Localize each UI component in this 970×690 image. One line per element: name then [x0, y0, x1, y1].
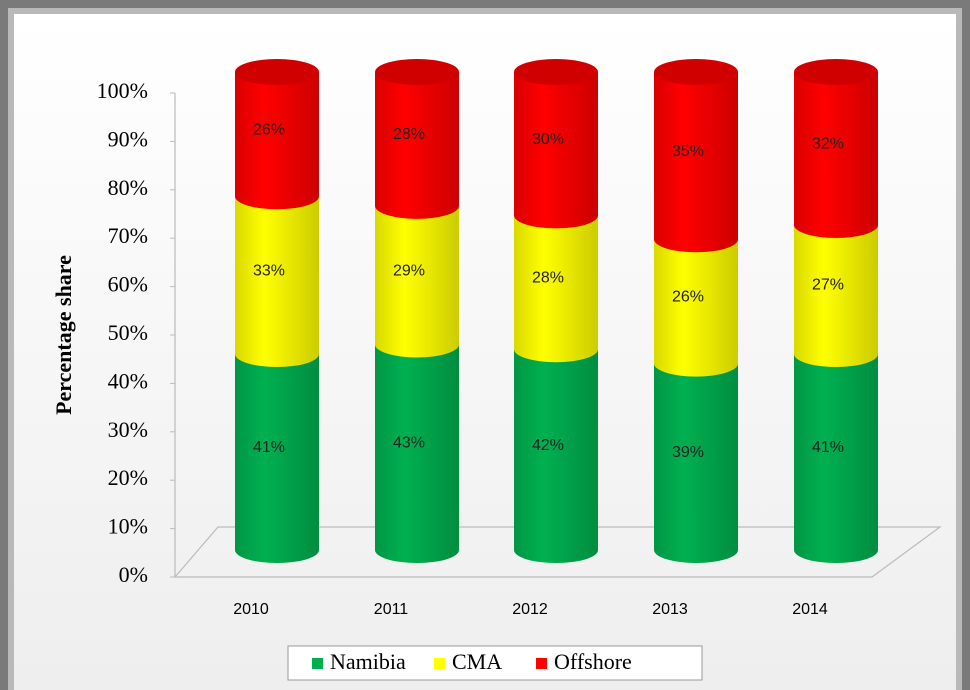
x-tick-label: 2012	[512, 601, 548, 618]
data-label: 30%	[532, 131, 564, 148]
y-tick-label: 0%	[119, 562, 148, 587]
y-tick-label: 60%	[108, 272, 148, 297]
cylinder-segment	[654, 239, 738, 377]
cylinder-segment	[375, 205, 459, 358]
floor	[173, 526, 942, 578]
legend	[287, 645, 703, 681]
cylinder-segment	[514, 215, 598, 363]
legend-swatch	[536, 658, 547, 669]
data-label: 32%	[812, 136, 844, 153]
y-axis-title: Percentage share	[51, 255, 76, 415]
legend-swatch	[312, 658, 323, 669]
y-tick-label: 80%	[108, 175, 148, 200]
cylinder-cap	[235, 59, 319, 85]
y-tick-label: 50%	[108, 320, 148, 345]
cylinder-segment	[235, 72, 319, 210]
cylinder-segment	[235, 196, 319, 368]
cylinder-segment	[514, 72, 598, 229]
cylinder-segment	[375, 72, 459, 219]
x-tick-label: 2011	[374, 601, 409, 618]
y-tick-label: 20%	[108, 465, 148, 490]
x-tick-label: 2013	[652, 601, 688, 618]
data-label: 41%	[253, 439, 285, 456]
cylinder-segment	[514, 349, 598, 563]
cylinder-cap	[375, 59, 459, 85]
data-label: 33%	[253, 262, 285, 279]
data-label: 39%	[672, 444, 704, 461]
y-tick-label: 90%	[108, 126, 148, 151]
x-tick-label: 2010	[233, 601, 269, 618]
y-tick-label: 10%	[108, 514, 148, 539]
data-label: 28%	[532, 270, 564, 287]
data-label: 28%	[393, 126, 425, 143]
legend-label: CMA	[452, 649, 502, 674]
y-tick-label: 100%	[97, 78, 148, 103]
legend-label: Offshore	[554, 649, 632, 674]
data-label: 35%	[672, 143, 704, 160]
cylinder-segment	[654, 72, 738, 253]
cylinder-segment	[794, 224, 878, 368]
cylinder-segment	[375, 344, 459, 563]
data-label: 27%	[812, 277, 844, 294]
legend-swatch	[434, 658, 445, 669]
cylinder-cap	[794, 59, 878, 85]
cylinder-cap	[654, 59, 738, 85]
y-tick-label: 70%	[108, 223, 148, 248]
y-tick-label: 40%	[108, 368, 148, 393]
y-tick-label: 30%	[108, 417, 148, 442]
cylinder-segment	[654, 363, 738, 563]
x-tick-label: 2014	[792, 601, 828, 618]
cylinder-cap	[514, 59, 598, 85]
data-label: 26%	[672, 289, 704, 306]
cylinder-segment	[794, 72, 878, 238]
cylinder-segment	[794, 354, 878, 563]
cylinder-segment	[235, 354, 319, 563]
legend-label: Namibia	[330, 649, 406, 674]
data-label: 26%	[253, 121, 285, 138]
data-label: 43%	[393, 434, 425, 451]
data-label: 41%	[812, 439, 844, 456]
data-label: 42%	[532, 437, 564, 454]
data-label: 29%	[393, 262, 425, 279]
